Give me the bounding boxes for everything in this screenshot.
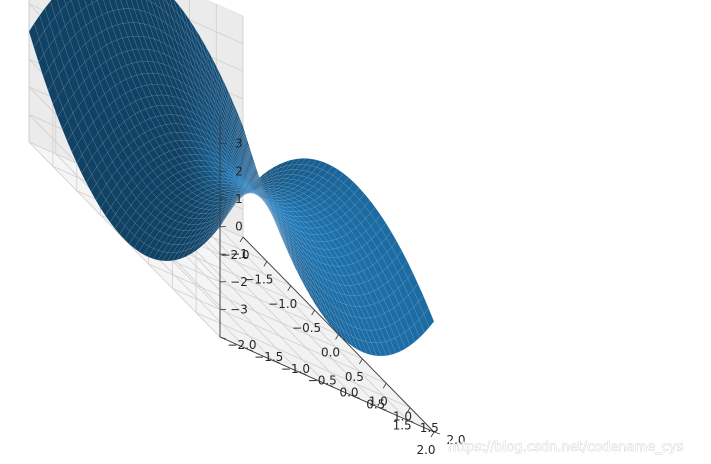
watermark: https://blog.csdn.net/codename_cys <box>448 440 684 455</box>
x-tick-label: −0.5 <box>292 321 321 335</box>
grid-line-y <box>28 0 221 338</box>
y-tick-mark <box>433 431 441 435</box>
x-tick-label: 0.5 <box>345 370 364 384</box>
x-tick-mark <box>263 261 268 267</box>
x-tick-label: 0.0 <box>321 346 340 360</box>
x-tick-label: 1.0 <box>369 394 388 408</box>
y-tick-mark <box>273 360 280 364</box>
x-tick-label: −2.0 <box>220 248 249 262</box>
y-tick-label: 0.0 <box>339 386 358 400</box>
x-tick-mark <box>382 383 387 389</box>
tick-labels: −2.0−1.5−1.0−0.50.00.51.01.52.0−2.0−1.5−… <box>219 137 466 457</box>
z-tick-label: −1 <box>230 247 248 261</box>
x-tick-label: 2.0 <box>416 443 435 457</box>
y-tick-mark <box>300 372 307 376</box>
x-tick-mark <box>359 358 363 365</box>
z-tick-label: 3 <box>235 137 243 151</box>
y-tick-label: 1.5 <box>420 421 439 435</box>
z-tick-label: −3 <box>230 302 248 316</box>
x-tick-mark <box>430 431 435 438</box>
x-tick-mark <box>239 236 244 243</box>
x-tick-mark <box>406 407 411 413</box>
y-tick-label: −1.5 <box>254 350 283 364</box>
surface <box>28 0 435 357</box>
y-tick-label: 1.0 <box>393 409 412 423</box>
y-tick-mark <box>407 419 414 423</box>
x-tick-mark <box>335 334 339 340</box>
x-tick-label: −1.0 <box>268 297 297 311</box>
y-tick-label: −0.5 <box>308 374 337 388</box>
z-tick-label: 1 <box>235 192 243 206</box>
y-tick-mark <box>246 348 253 352</box>
y-tick-label: 2.0 <box>446 433 465 447</box>
surface-patch <box>64 0 72 6</box>
x-tick-label: −1.5 <box>244 272 273 286</box>
y-tick-label: −1.0 <box>281 362 310 376</box>
y-tick-mark <box>380 407 387 411</box>
z-tick-label: 2 <box>235 164 243 178</box>
x-tick-mark <box>287 285 292 291</box>
x-tick-mark <box>311 309 315 316</box>
z-tick-label: −2 <box>230 275 248 289</box>
y-tick-label: −2.0 <box>227 338 256 352</box>
y-tick-label: 0.5 <box>366 397 385 411</box>
y-tick-mark <box>353 395 360 399</box>
y-tick-mark <box>326 384 334 387</box>
surface-patch <box>423 308 435 328</box>
x-tick-label: 1.5 <box>393 419 412 433</box>
y-tick-mark <box>219 336 227 340</box>
z-tick-label: 0 <box>235 220 243 234</box>
